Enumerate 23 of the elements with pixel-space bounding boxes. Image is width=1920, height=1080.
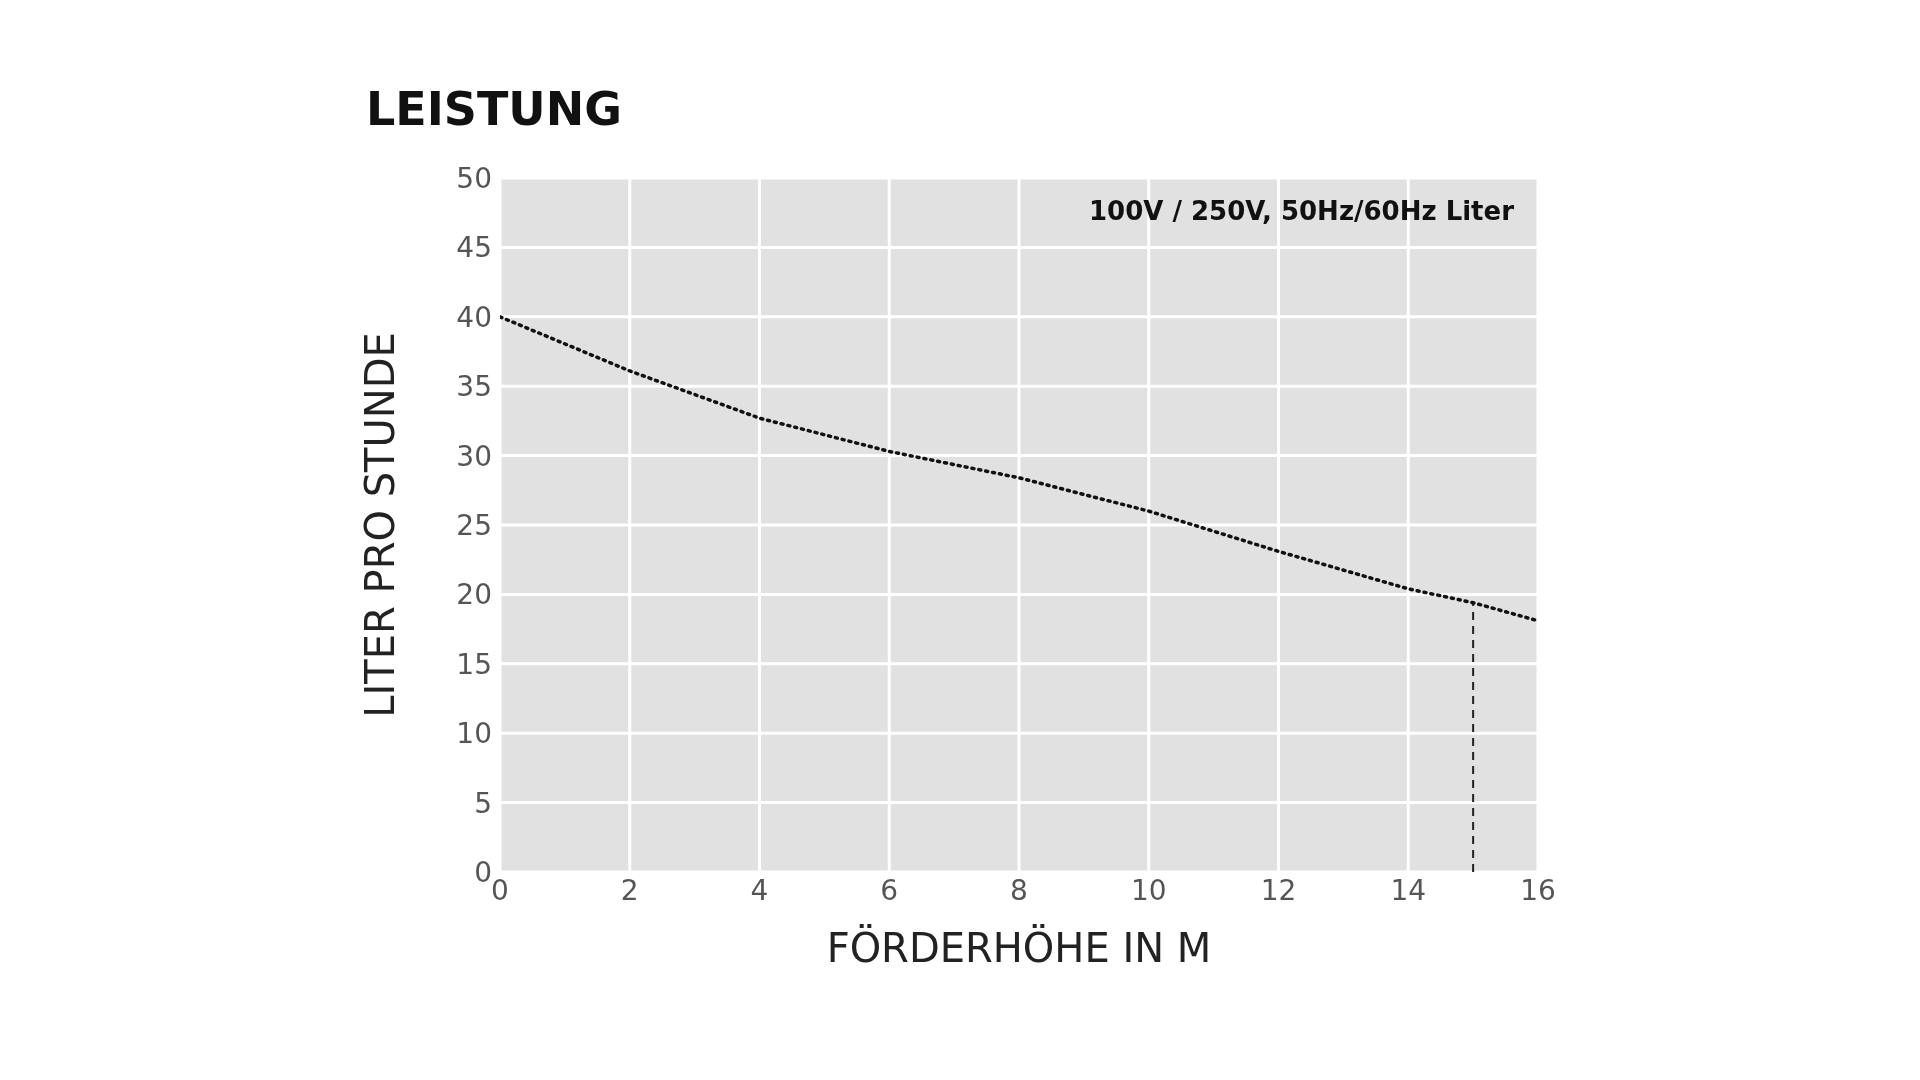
y-tick-label: 15 — [456, 647, 492, 681]
y-tick-label: 35 — [456, 370, 492, 404]
y-tick-label: 5 — [474, 786, 492, 820]
y-tick-label: 25 — [456, 508, 492, 542]
y-tick-label: 50 — [456, 161, 492, 195]
y-tick-label: 30 — [456, 439, 492, 473]
x-axis-title: FÖRDERHÖHE IN M — [826, 924, 1212, 971]
line-series — [500, 315, 1538, 623]
y-tick-label: 10 — [456, 717, 492, 751]
x-tick-label: 6 — [880, 873, 899, 907]
x-tick-label: 10 — [1130, 873, 1167, 907]
x-tick-label: 14 — [1390, 873, 1427, 907]
annotation: 100V / 250V, 50Hz/60Hz Liter — [1088, 196, 1514, 226]
x-tick-label: 16 — [1520, 873, 1556, 907]
x-tick-label: 8 — [1010, 873, 1028, 907]
x-tick-label: 12 — [1260, 873, 1297, 907]
y-axis-title: LITER PRO STUNDE — [357, 332, 404, 718]
chart-title: LEISTUNG — [366, 82, 622, 136]
y-tick-label: 40 — [456, 300, 492, 334]
y-tick-label: 20 — [456, 578, 492, 612]
y-tick-label: 45 — [456, 231, 492, 265]
x-tick-label: 2 — [620, 873, 639, 907]
x-tick-label: 4 — [750, 873, 769, 907]
